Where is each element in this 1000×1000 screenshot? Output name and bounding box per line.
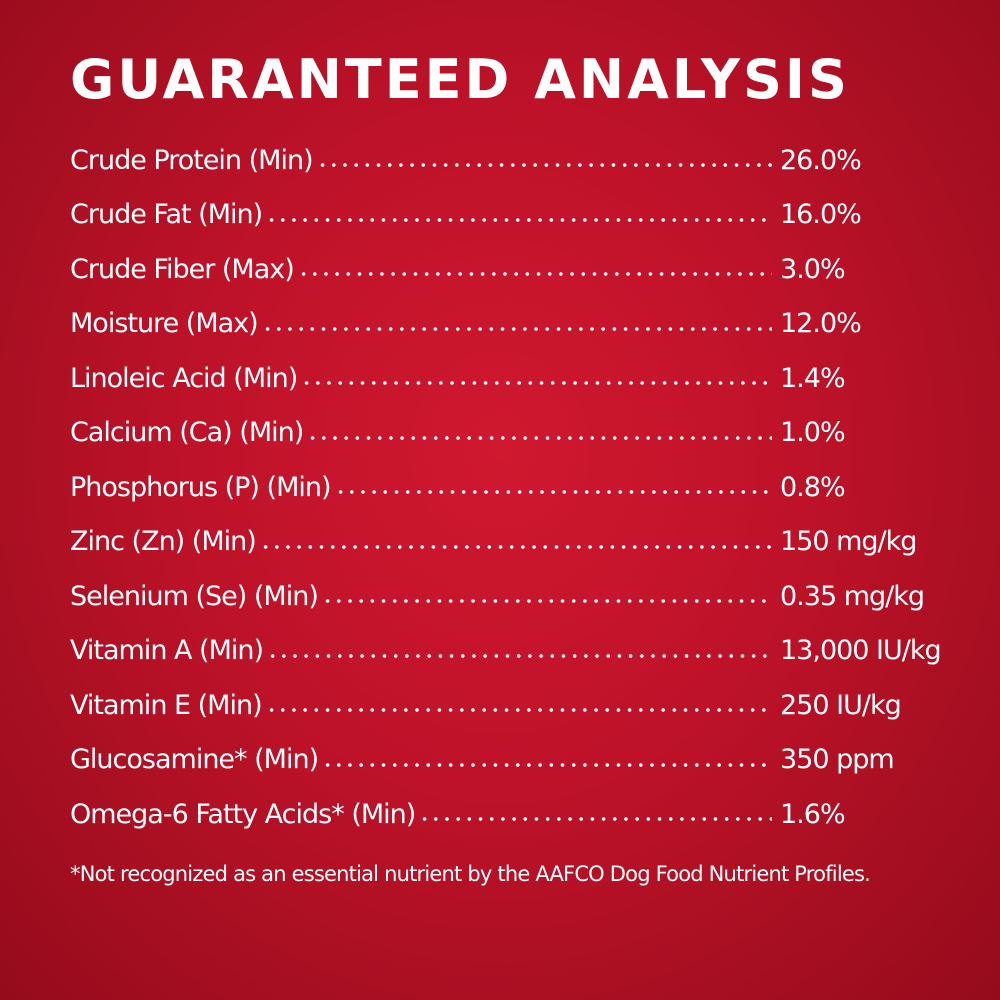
nutrient-value: 0.35 mg/kg: [780, 580, 925, 612]
dot-leader: [307, 434, 772, 441]
nutrient-value: 12.0%: [780, 308, 862, 340]
dot-leader: [321, 598, 772, 605]
nutrient-value: 3.0%: [780, 253, 846, 285]
nutrient-value: 0.8%: [780, 471, 846, 503]
label-cell: Phosphorus (P) (Min): [70, 472, 778, 503]
nutrient-label: Vitamin E (Min): [70, 689, 263, 721]
label-cell: Vitamin A (Min): [70, 635, 778, 666]
table-row: Vitamin A (Min) 13,000 IU/kg: [70, 624, 970, 679]
nutrient-value: 150 mg/kg: [780, 526, 917, 558]
label-cell: Omega-6 Fatty Acids* (Min): [70, 799, 778, 830]
footnote: *Not recognized as an essential nutrient…: [70, 862, 871, 886]
dot-leader: [267, 652, 772, 659]
nutrient-value: 26.0%: [780, 144, 862, 176]
table-row: Glucosamine* (Min) 350 ppm: [70, 733, 970, 788]
table-row: Crude Protein (Min) 26.0%: [70, 133, 970, 188]
nutrient-label: Crude Fiber (Max): [70, 253, 295, 285]
label-cell: Calcium (Ca) (Min): [70, 417, 778, 448]
label-cell: Crude Fiber (Max): [70, 254, 778, 285]
analysis-table: Crude Protein (Min) 26.0% Crude Fat (Min) 1…: [70, 133, 970, 842]
nutrient-value: 350 ppm: [780, 744, 895, 776]
nutrient-label: Phosphorus (P) (Min): [70, 471, 332, 503]
table-row: Omega-6 Fatty Acids* (Min) 1.6%: [70, 787, 970, 842]
label-cell: Selenium (Se) (Min): [70, 581, 778, 612]
table-row: Linoleic Acid (Min) 1.4%: [70, 351, 970, 406]
nutrient-label: Linoleic Acid (Min): [70, 362, 298, 394]
table-row: Phosphorus (P) (Min) 0.8%: [70, 460, 970, 515]
label-cell: Glucosamine* (Min): [70, 744, 778, 775]
table-row: Crude Fat (Min) 16.0%: [70, 188, 970, 243]
nutrient-value: 16.0%: [780, 199, 862, 231]
nutrient-label: Glucosamine* (Min): [70, 744, 319, 776]
dot-leader: [322, 761, 772, 768]
nutrient-label: Calcium (Ca) (Min): [70, 417, 304, 449]
nutrient-value: 1.6%: [780, 798, 846, 830]
label-cell: Moisture (Max): [70, 308, 778, 339]
nutrient-label: Zinc (Zn) (Min): [70, 526, 257, 558]
label-cell: Zinc (Zn) (Min): [70, 526, 778, 557]
dot-leader: [265, 707, 772, 714]
label-cell: Crude Fat (Min): [70, 199, 778, 230]
nutrient-value: 1.0%: [780, 417, 846, 449]
table-row: Moisture (Max) 12.0%: [70, 297, 970, 352]
title: GUARANTEED ANALYSIS: [70, 48, 850, 111]
label-cell: Vitamin E (Min): [70, 690, 778, 721]
dot-leader: [297, 271, 772, 278]
dot-leader: [259, 543, 772, 550]
nutrient-value: 13,000 IU/kg: [780, 635, 942, 667]
table-row: Zinc (Zn) (Min) 150 mg/kg: [70, 515, 970, 570]
dot-leader: [266, 216, 772, 223]
nutrient-label: Crude Fat (Min): [70, 199, 263, 231]
label-cell: Linoleic Acid (Min): [70, 363, 778, 394]
nutrient-value: 250 IU/kg: [780, 689, 902, 721]
dot-leader: [316, 162, 772, 169]
dot-leader: [334, 489, 772, 496]
nutrient-label: Moisture (Max): [70, 308, 259, 340]
nutrient-value: 1.4%: [780, 362, 846, 394]
dot-leader: [301, 380, 772, 387]
table-row: Crude Fiber (Max) 3.0%: [70, 242, 970, 297]
dot-leader: [419, 816, 772, 823]
label-cell: Crude Protein (Min): [70, 145, 778, 176]
dot-leader: [261, 325, 772, 332]
table-row: Calcium (Ca) (Min) 1.0%: [70, 406, 970, 461]
nutrient-label: Crude Protein (Min): [70, 144, 314, 176]
table-row: Selenium (Se) (Min) 0.35 mg/kg: [70, 569, 970, 624]
nutrient-label: Vitamin A (Min): [70, 635, 264, 667]
nutrient-label: Selenium (Se) (Min): [70, 580, 319, 612]
nutrient-label: Omega-6 Fatty Acids* (Min): [70, 798, 416, 830]
table-row: Vitamin E (Min) 250 IU/kg: [70, 678, 970, 733]
